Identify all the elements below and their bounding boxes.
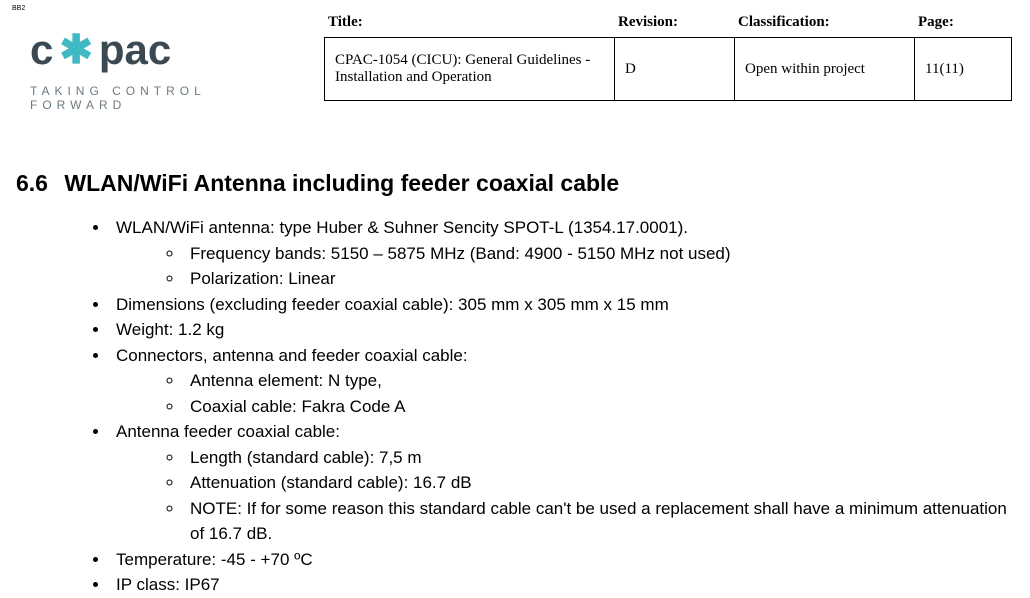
sub-list: Antenna element: N type, Coaxial cable: … <box>184 368 1020 419</box>
list-item: Weight: 1.2 kg <box>110 317 1020 343</box>
list-item: NOTE: If for some reason this standard c… <box>184 496 1020 547</box>
bullet-list: WLAN/WiFi antenna: type Huber & Suhner S… <box>110 215 1020 598</box>
list-item: Antenna element: N type, <box>184 368 1020 394</box>
list-item: Frequency bands: 5150 – 5875 MHz (Band: … <box>184 241 1020 267</box>
meta-header-classification: Classification: <box>738 14 918 31</box>
meta-value-revision: D <box>615 38 735 100</box>
corner-tag: BB2 <box>12 5 25 12</box>
list-item: Temperature: -45 - +70 ºC <box>110 547 1020 573</box>
section-number: 6.6 <box>16 170 48 196</box>
sub-list: Frequency bands: 5150 – 5875 MHz (Band: … <box>184 241 1020 292</box>
logo-star-icon: ✱ <box>59 30 93 70</box>
meta-table: Title: Revision: Classification: Page: C… <box>324 6 1020 101</box>
logo-part1: c <box>30 26 53 74</box>
section-title: WLAN/WiFi Antenna including feeder coaxi… <box>64 170 619 196</box>
meta-body-row: CPAC-1054 (CICU): General Guidelines - I… <box>324 37 1012 101</box>
list-item: Dimensions (excluding feeder coaxial cab… <box>110 292 1020 318</box>
bullet-text: Antenna feeder coaxial cable: <box>116 422 340 441</box>
logo-part2: pac <box>99 26 171 74</box>
logo-block: c✱pac TAKING CONTROL FORWARD <box>10 6 308 112</box>
meta-header-page: Page: <box>918 14 1008 31</box>
logo: c✱pac <box>30 26 308 74</box>
meta-header-row: Title: Revision: Classification: Page: <box>324 12 1012 37</box>
meta-value-title: CPAC-1054 (CICU): General Guidelines - I… <box>325 38 615 100</box>
document-header: c✱pac TAKING CONTROL FORWARD Title: Revi… <box>10 6 1020 112</box>
list-item: Coaxial cable: Fakra Code A <box>184 394 1020 420</box>
bullet-text: WLAN/WiFi antenna: type Huber & Suhner S… <box>116 218 688 237</box>
meta-header-revision: Revision: <box>618 14 738 31</box>
list-item: Length (standard cable): 7,5 m <box>184 445 1020 471</box>
sub-list: Length (standard cable): 7,5 m Attenuati… <box>184 445 1020 547</box>
bullet-text: Connectors, antenna and feeder coaxial c… <box>116 346 468 365</box>
logo-tagline: TAKING CONTROL FORWARD <box>30 84 308 112</box>
meta-value-classification: Open within project <box>735 38 915 100</box>
list-item: Polarization: Linear <box>184 266 1020 292</box>
meta-value-page: 11(11) <box>915 38 1005 100</box>
meta-header-title: Title: <box>328 14 618 31</box>
list-item: Antenna feeder coaxial cable: Length (st… <box>110 419 1020 547</box>
list-item: WLAN/WiFi antenna: type Huber & Suhner S… <box>110 215 1020 292</box>
list-item: Attenuation (standard cable): 16.7 dB <box>184 470 1020 496</box>
list-item: IP class: IP67 <box>110 572 1020 598</box>
section-heading: 6.6 WLAN/WiFi Antenna including feeder c… <box>16 170 1020 197</box>
list-item: Connectors, antenna and feeder coaxial c… <box>110 343 1020 420</box>
